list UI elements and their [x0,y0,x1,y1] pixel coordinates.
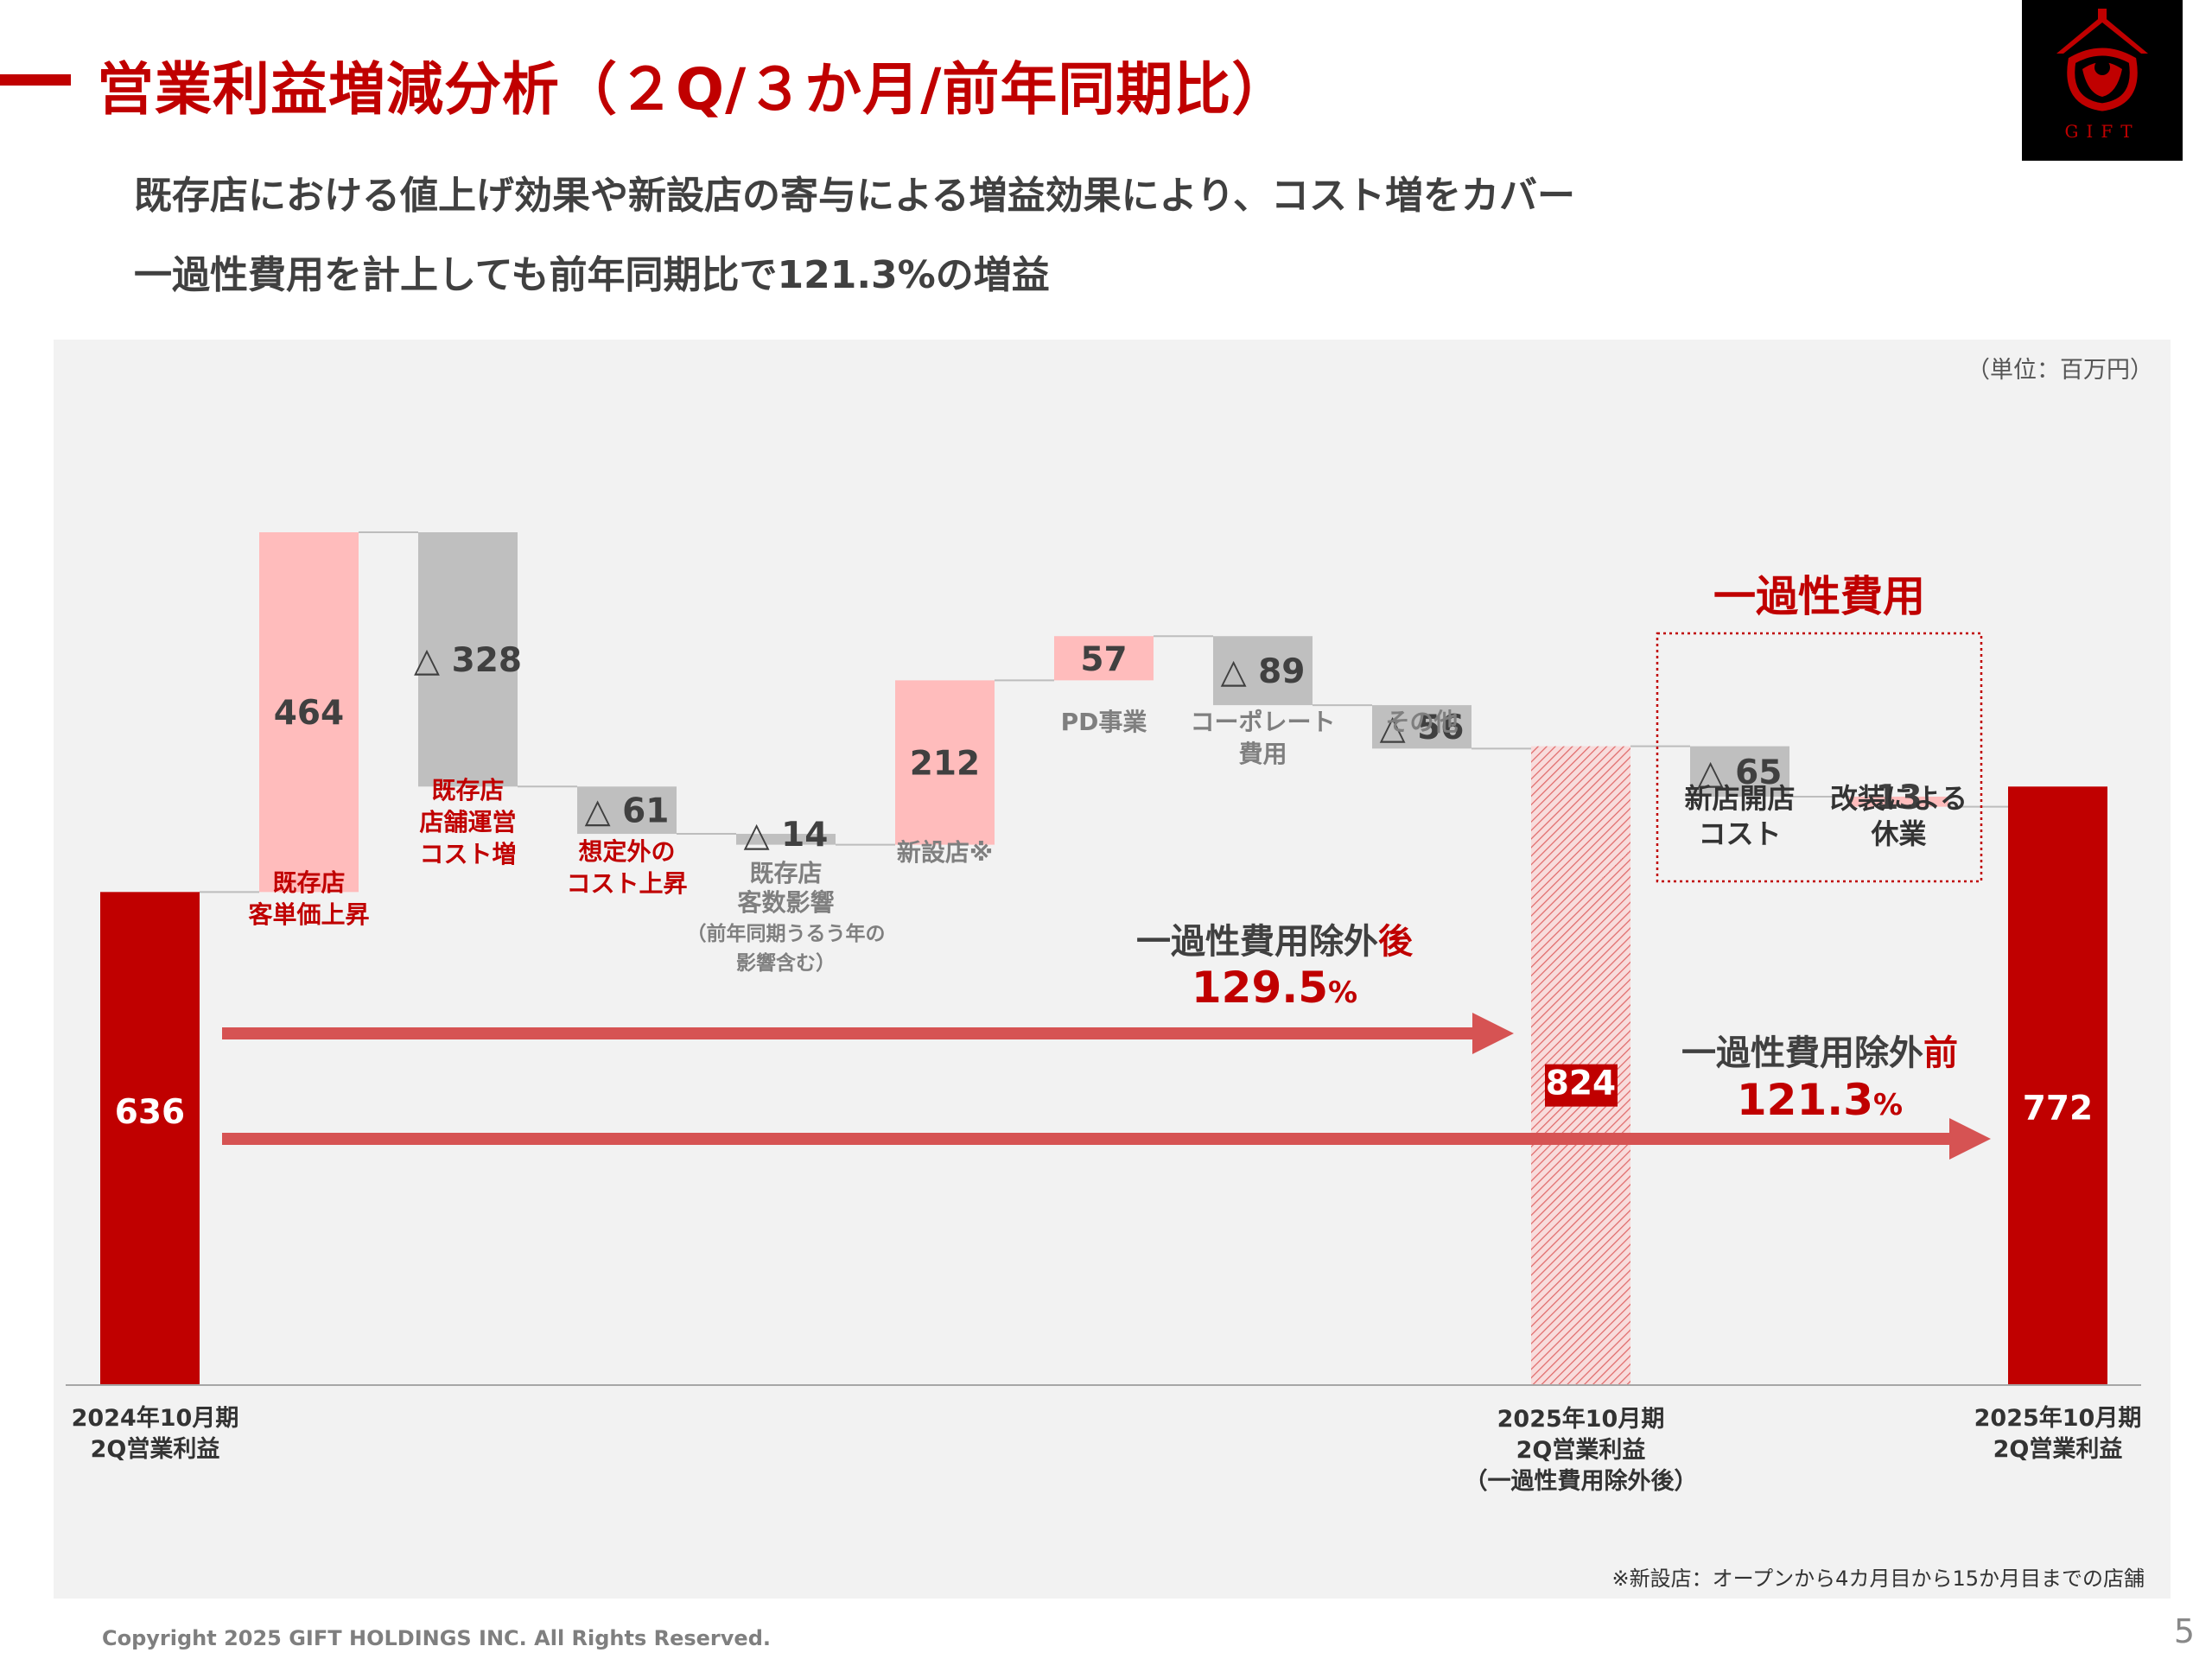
category-label-customers: 影響含む） [736,951,836,975]
category-label-actual_2025: 2025年10月期 [1974,1404,2142,1432]
category-label-actual_2025: 2Q営業利益 [1993,1435,2123,1463]
bar-other [1372,705,1471,749]
bar-new_stores [895,680,995,845]
title-accent-bar [0,74,71,86]
bar-store_cost [418,532,518,787]
value-label-unexpected_cost: △ 61 [585,792,670,831]
gift-logo: GIFT [2022,0,2183,161]
value-label-store_cost: △ 328 [414,641,522,680]
comparison-label-emph: 前 [1923,1033,1958,1073]
category-label-customers: 既存店 [749,859,822,887]
value-label-adjusted_2025: 824 [1546,1065,1616,1103]
bar-unexpected_cost [577,786,677,835]
category-label-pd: PD事業 [1061,708,1147,736]
category-label-other: その他 [1385,708,1458,736]
comparison-label: 一過性費用除外前 [1681,1033,1958,1073]
bar-customers [736,834,836,845]
category-label-base_2024: 2Q営業利益 [91,1435,220,1463]
value-label-new_stores: 212 [910,744,980,783]
category-label-corporate: コーポレート [1190,708,1335,736]
comparison-percent-sign: % [1873,1088,1903,1122]
value-label-corporate: △ 89 [1221,652,1306,691]
bar-actual_2025 [2008,786,2107,1385]
one-time-cost-box [1656,632,1983,883]
comparison-percent: 121.3% [1737,1075,1903,1125]
category-label-store_cost: 既存店 [431,776,504,804]
copyright: Copyright 2025 GIFT HOLDINGS INC. All Ri… [102,1626,771,1650]
category-label-unexpected_cost: コスト上昇 [566,869,687,898]
subtitle-line-2: 一過性費用を計上しても前年同期比で121.3%の増益 [134,253,1050,297]
comparison-percent-value: 129.5 [1192,963,1328,1013]
value-label-actual_2025: 772 [2023,1089,2093,1128]
bar-renovation [1849,796,1948,807]
one-time-cost-title: 一過性費用 [1713,572,1925,621]
value-label-customers: △ 14 [744,816,829,855]
value-label-box [1545,1064,1618,1107]
category-label-base_2024: 2024年10月期 [72,1404,239,1432]
comparison-label-main: 一過性費用除外 [1681,1033,1923,1073]
bar-price [259,532,359,893]
value-label-renovation: 13 [1875,779,1922,817]
value-label-base_2024: 636 [115,1093,185,1132]
category-label-new_stores: 新設店※ [897,838,993,867]
category-label-adjusted_2025: 2Q営業利益 [1516,1436,1646,1464]
footnote: ※新設店：オープンから4カ月目から15か月目までの店舗 [1611,1567,2145,1591]
category-label-price: 既存店 [272,868,345,897]
category-label-opening_cost: コスト [1698,817,1781,850]
comparison-percent-sign: % [1328,976,1357,1010]
waterfall-chart-panel [54,340,2171,1599]
category-label-unexpected_cost: 想定外の [578,837,675,866]
bar-pd [1054,636,1154,681]
category-label-adjusted_2025: 2025年10月期 [1497,1405,1665,1433]
page-title: 営業利益増減分析（２Q/３か月/前年同期比） [97,56,1290,123]
category-label-renovation: 休業 [1870,817,1926,850]
unit-label: （単位：百万円） [1967,357,2153,384]
category-label-opening_cost: 新店開店 [1684,782,1795,815]
bar-corporate [1213,636,1313,706]
category-label-price: 客単価上昇 [248,900,369,929]
category-label-corporate: 費用 [1238,740,1287,768]
page-number: 5 [2173,1612,2195,1650]
bar-base_2024 [100,892,200,1385]
category-label-store_cost: 店舗運営 [419,808,516,836]
comparison-label-emph: 後 [1378,922,1414,962]
value-label-price: 464 [274,694,344,733]
category-label-renovation: 改装による [1830,782,1967,815]
logo-text: GIFT [2064,121,2140,142]
subtitle-line-1: 既存店における値上げ効果や新設店の寄与による増益効果により、コスト増をカバー [134,174,1576,218]
logo-house-icon [2056,9,2148,111]
comparison-label-main: 一過性費用除外 [1136,922,1378,962]
value-label-other: △ 56 [1380,709,1465,747]
bar-opening_cost [1690,746,1789,797]
comparison-percent: 129.5% [1192,963,1357,1013]
comparison-arrow-head [1472,1013,1514,1054]
comparison-percent-value: 121.3 [1737,1075,1873,1125]
category-label-store_cost: コスト増 [419,840,516,868]
comparison-label: 一過性費用除外後 [1136,922,1414,962]
value-label-opening_cost: △ 65 [1698,753,1783,792]
category-label-customers: （前年同期うるう年の [687,922,886,945]
comparison-arrow-head [1949,1118,1991,1160]
value-label-pd: 57 [1080,640,1127,679]
category-label-customers: 客数影響 [737,888,834,917]
category-label-adjusted_2025: （一過性費用除外後） [1465,1467,1698,1495]
